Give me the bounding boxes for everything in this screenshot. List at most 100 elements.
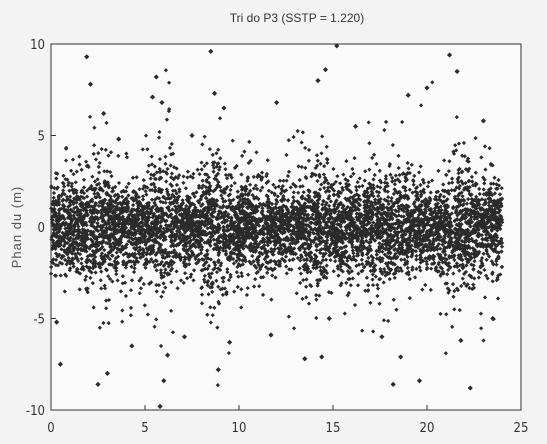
data-point <box>93 195 98 200</box>
data-point <box>59 193 64 198</box>
data-point <box>389 207 395 212</box>
data-point <box>57 260 63 265</box>
data-point <box>382 222 387 227</box>
data-point <box>308 258 313 263</box>
data-point <box>291 198 297 203</box>
data-point <box>355 238 360 244</box>
data-point <box>366 120 371 125</box>
data-point <box>251 259 256 264</box>
data-point <box>161 274 166 279</box>
data-point <box>57 222 62 227</box>
data-point <box>268 212 273 218</box>
data-point <box>286 227 291 232</box>
data-point <box>354 263 359 269</box>
data-point <box>350 208 355 213</box>
data-point <box>89 183 94 189</box>
data-point <box>306 193 311 198</box>
data-point <box>222 190 227 195</box>
data-point <box>341 251 346 256</box>
data-point <box>242 257 248 262</box>
data-point <box>377 276 383 282</box>
data-point <box>388 232 393 237</box>
data-point <box>391 201 396 206</box>
data-point <box>104 267 109 273</box>
data-point <box>352 156 357 161</box>
data-point <box>251 174 256 179</box>
data-point <box>404 240 410 246</box>
data-point <box>126 193 131 198</box>
data-point <box>350 202 355 207</box>
data-point <box>333 238 338 244</box>
data-point <box>127 235 132 240</box>
data-point <box>134 256 139 261</box>
data-point <box>236 262 241 267</box>
data-point <box>154 289 159 294</box>
data-point <box>49 237 54 242</box>
data-point <box>169 266 175 271</box>
data-point <box>156 283 162 288</box>
data-point <box>352 220 357 225</box>
data-point <box>85 254 90 259</box>
data-point <box>297 201 302 207</box>
data-point <box>191 171 196 176</box>
data-point <box>318 223 323 228</box>
data-point <box>299 255 304 260</box>
data-point <box>210 233 215 238</box>
data-point <box>51 261 56 266</box>
data-point <box>150 204 155 209</box>
data-point <box>138 208 144 213</box>
data-point <box>225 176 230 181</box>
data-point <box>242 240 247 245</box>
data-point <box>165 213 170 218</box>
data-point <box>157 166 162 172</box>
data-point <box>165 271 170 276</box>
data-point <box>304 216 309 221</box>
data-point <box>118 227 123 232</box>
data-point <box>344 215 349 220</box>
data-point <box>344 198 350 203</box>
data-point <box>205 219 211 224</box>
data-point <box>243 243 249 249</box>
data-point <box>205 266 210 272</box>
data-point <box>149 162 155 167</box>
data-point <box>61 202 66 207</box>
data-point <box>149 154 154 159</box>
data-point <box>246 230 251 235</box>
data-point <box>191 237 196 242</box>
data-point <box>369 186 374 191</box>
data-point <box>195 167 200 172</box>
data-point <box>119 203 124 208</box>
data-point <box>130 251 135 257</box>
data-point <box>88 232 93 237</box>
data-point <box>159 259 164 265</box>
data-point <box>325 160 330 166</box>
data-point <box>395 235 401 241</box>
data-point <box>337 190 342 195</box>
data-point <box>177 187 182 192</box>
data-point <box>323 257 329 262</box>
data-point <box>195 214 200 219</box>
data-point <box>324 234 329 239</box>
data-point <box>127 217 132 222</box>
data-point <box>280 212 285 217</box>
data-point <box>375 184 380 189</box>
data-point <box>187 239 192 244</box>
data-point <box>57 239 62 244</box>
data-point <box>74 194 80 199</box>
data-point <box>83 233 88 239</box>
data-point <box>145 169 150 174</box>
data-point <box>289 235 294 241</box>
data-point <box>158 268 164 273</box>
data-point <box>115 196 120 201</box>
data-point <box>184 194 190 199</box>
data-point <box>269 201 275 207</box>
data-point <box>372 152 377 157</box>
data-point <box>175 286 180 291</box>
data-point <box>306 212 311 217</box>
data-point <box>273 243 278 248</box>
data-point <box>94 249 99 255</box>
data-point <box>162 229 167 234</box>
data-point <box>91 208 96 213</box>
data-point <box>138 237 144 242</box>
data-point <box>112 243 118 248</box>
